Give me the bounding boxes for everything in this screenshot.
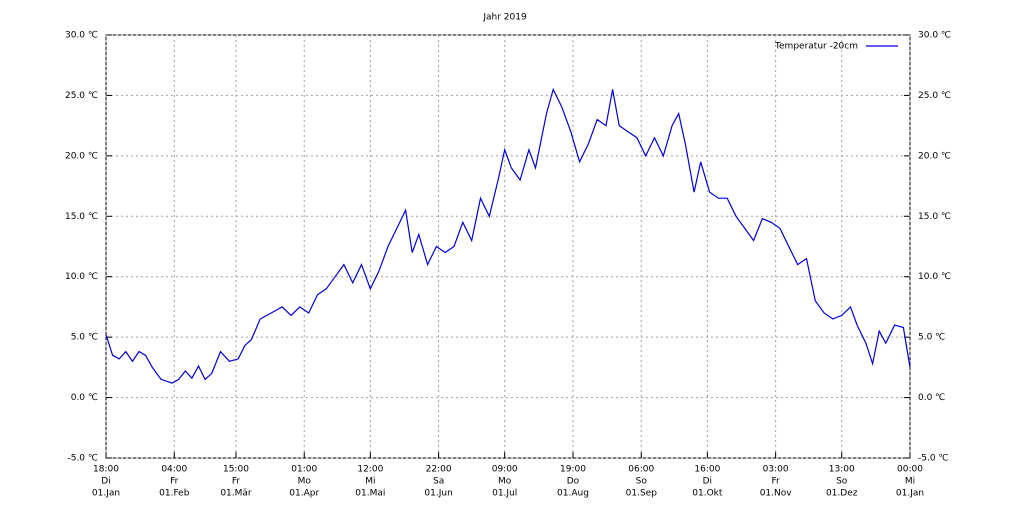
x-tick-label: 01.Sep xyxy=(626,489,658,499)
x-tick-label: 09:00 xyxy=(492,465,518,475)
x-tick-label: 01.Aug xyxy=(557,489,589,499)
data-line xyxy=(105,87,911,384)
y2-tick-label: 25.0 ℃ xyxy=(918,91,951,101)
x-tick-label: So xyxy=(636,477,648,487)
x-tick-label: Di xyxy=(703,477,712,487)
y2-tick-label: -5.0 ℃ xyxy=(918,454,949,464)
x-tick-label: 18:00 xyxy=(93,465,119,475)
x-tick-label: Mo xyxy=(298,477,312,487)
x-tick-label: So xyxy=(836,477,848,487)
y-tick-label: 25.0 ℃ xyxy=(65,91,98,101)
x-tick-label: 12:00 xyxy=(357,465,383,475)
x-tick-label: 03:00 xyxy=(763,465,789,475)
x-tick-label: 00:00 xyxy=(897,465,923,475)
x-tick-label: 01.Jun xyxy=(424,489,452,499)
x-tick-label: 13:00 xyxy=(829,465,855,475)
x-tick-label: 01.Feb xyxy=(159,489,190,499)
x-tick-label: Fr xyxy=(170,477,179,487)
x-tick-label: 01.Nov xyxy=(760,489,793,499)
y2-tick-label: 10.0 ℃ xyxy=(918,272,951,282)
x-tick-label: 15:00 xyxy=(223,465,249,475)
x-tick-label: Mi xyxy=(905,477,915,487)
x-tick-label: Fr xyxy=(772,477,781,487)
x-tick-label: 01.Jan xyxy=(896,489,924,499)
chart-title: Jahr 2019 xyxy=(482,13,527,23)
y-tick-label: 10.0 ℃ xyxy=(65,272,98,282)
y2-tick-label: 30.0 ℃ xyxy=(918,31,951,41)
x-tick-label: 01.Mai xyxy=(355,489,385,499)
x-tick-label: 01.Mär xyxy=(220,489,252,499)
x-tick-label: 16:00 xyxy=(694,465,720,475)
x-tick-label: 01:00 xyxy=(291,465,317,475)
x-tick-label: 01.Jan xyxy=(92,489,120,499)
x-tick-label: Di xyxy=(101,477,110,487)
x-tick-label: 01.Jul xyxy=(492,489,517,499)
x-tick-label: 22:00 xyxy=(426,465,452,475)
y-tick-label: 5.0 ℃ xyxy=(71,333,98,343)
x-tick-label: 19:00 xyxy=(560,465,586,475)
y2-tick-label: 5.0 ℃ xyxy=(918,333,945,343)
x-tick-label: Sa xyxy=(433,477,444,487)
y-tick-label: 20.0 ℃ xyxy=(65,151,98,161)
x-tick-label: 01.Okt xyxy=(692,489,723,499)
x-tick-label: 01.Dez xyxy=(826,489,858,499)
x-tick-label: Mi xyxy=(365,477,375,487)
y-tick-label: 30.0 ℃ xyxy=(65,31,98,41)
x-tick-label: Fr xyxy=(232,477,241,487)
legend-label: Temperatur -20cm xyxy=(774,42,858,52)
y2-tick-label: 15.0 ℃ xyxy=(918,212,951,222)
y-tick-label: 0.0 ℃ xyxy=(71,393,98,403)
x-tick-label: 04:00 xyxy=(161,465,187,475)
y2-tick-label: 20.0 ℃ xyxy=(918,151,951,161)
y2-tick-label: 0.0 ℃ xyxy=(918,393,945,403)
x-tick-label: Do xyxy=(567,477,580,487)
x-tick-label: 01.Apr xyxy=(289,489,319,499)
y-tick-label: 15.0 ℃ xyxy=(65,212,98,222)
x-tick-label: Mo xyxy=(498,477,512,487)
x-tick-label: 06:00 xyxy=(628,465,654,475)
y-tick-label: -5.0 ℃ xyxy=(67,454,98,464)
